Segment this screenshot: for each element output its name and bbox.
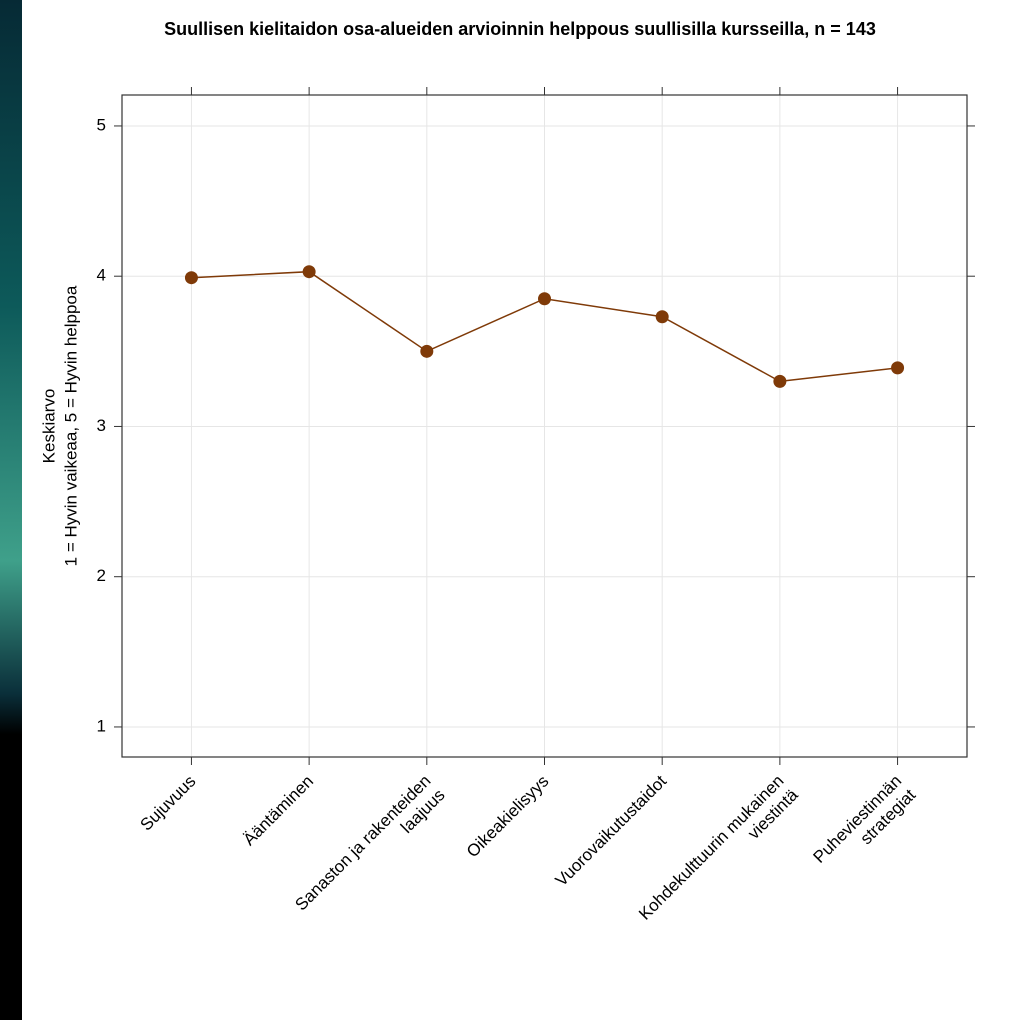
y-axis-label: Keskiarvo [39,389,58,464]
y-tick-label: 4 [97,266,106,285]
data-point [538,292,551,306]
data-point [184,271,198,285]
x-tick-label: Oikeakielisyys [463,772,553,862]
data-point [655,310,669,324]
x-tick-label: Puheviestinnänstrategiat [810,771,920,881]
y-axis-label: 1 = Hyvin vaikeaa, 5 = Hyvin helppoa [61,285,80,566]
x-tick-label: Kohdekulttuurin mukainenviestintä [635,771,802,938]
y-tick-label: 3 [97,416,106,435]
data-point [773,374,787,388]
y-tick-label: 5 [97,115,106,134]
x-tick-label: Sujuvuus [137,772,200,835]
background-strip [0,0,22,1020]
data-point [891,361,905,375]
data-point [420,344,434,358]
y-tick-label: 1 [97,716,106,735]
x-tick-label: Sanaston ja rakenteidenlaajuus [292,772,449,929]
x-tick-label: Ääntäminen [240,772,318,850]
chart-title: Suullisen kielitaidon osa-alueiden arvio… [164,19,876,39]
x-tick-label: Vuorovaikutustaidot [552,771,671,890]
data-point [302,265,316,279]
y-tick-label: 2 [97,566,106,585]
